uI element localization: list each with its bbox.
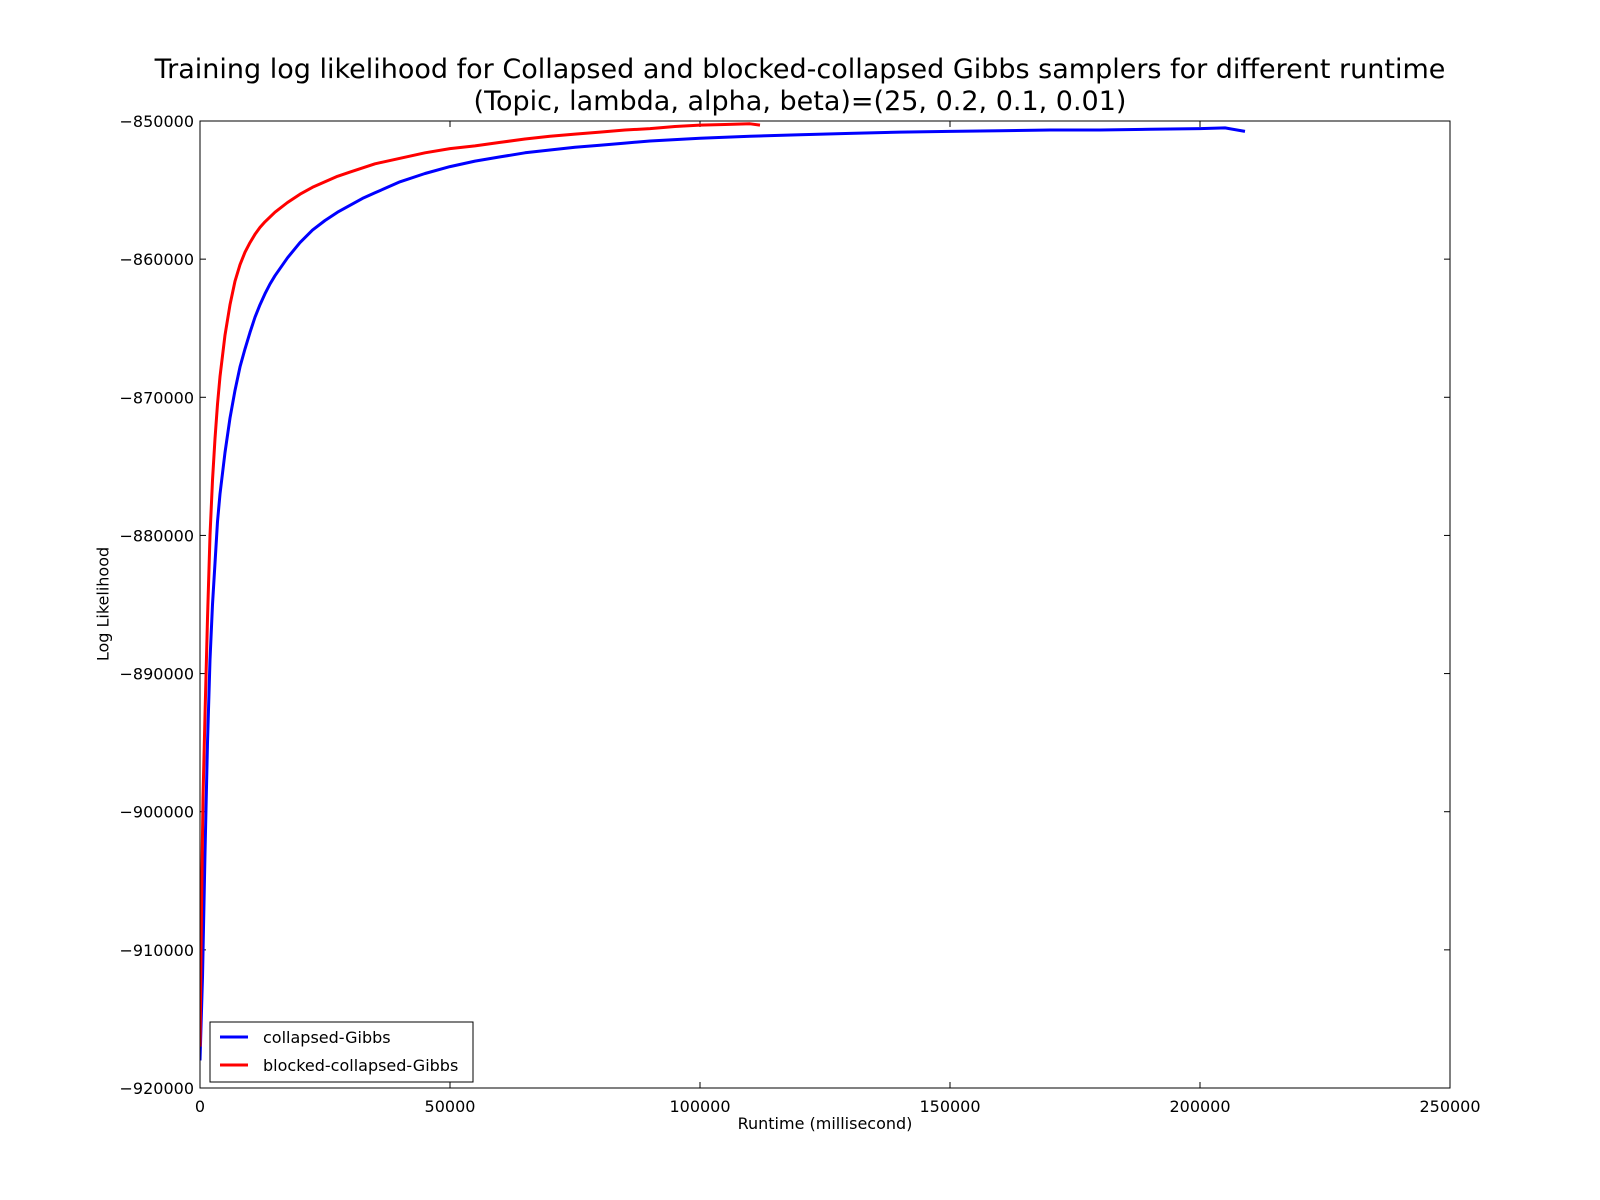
y-tick-label: −920000 — [120, 1079, 194, 1098]
y-tick-label: −910000 — [120, 941, 194, 960]
chart-title: Training log likelihood for Collapsed an… — [154, 54, 1446, 85]
x-tick-label: 0 — [195, 1097, 205, 1116]
legend-label: collapsed-Gibbs — [263, 1028, 391, 1047]
x-axis-label: Runtime (millisecond) — [737, 1114, 913, 1133]
x-tick-label: 200000 — [1169, 1097, 1230, 1116]
y-axis-ticks: −850000 −860000 −870000 −880000 −890000 −9000… — [120, 112, 1450, 1098]
y-tick-label: −880000 — [120, 526, 194, 545]
series-line-collapsed-gibbs — [200, 126, 1246, 1061]
x-tick-label: 250000 — [1419, 1097, 1480, 1116]
legend-label: blocked-collapsed-Gibbs — [263, 1056, 458, 1075]
y-tick-label: −890000 — [120, 665, 194, 684]
x-tick-label: 50000 — [425, 1097, 476, 1116]
x-tick-label: 150000 — [919, 1097, 980, 1116]
plot-frame — [199, 120, 1451, 1089]
y-axis-label: Log Likelihood — [93, 546, 113, 662]
y-tick-label: −860000 — [120, 250, 194, 269]
series-line-blocked-collapsed-gibbs — [200, 122, 761, 1047]
y-tick-label: −870000 — [120, 388, 194, 407]
legend-box — [209, 1021, 474, 1083]
y-tick-label: −850000 — [120, 112, 194, 131]
series-layer — [200, 122, 1246, 1061]
y-tick-label: −900000 — [120, 803, 194, 822]
legend: collapsed-Gibbs blocked-collapsed-Gibbs — [209, 1021, 474, 1083]
x-axis-ticks: 0 50000 100000 150000 200000 250000 — [195, 121, 1481, 1116]
x-tick-label: 100000 — [669, 1097, 730, 1116]
chart-subtitle: (Topic, lambda, alpha, beta)=(25, 0.2, 0… — [473, 86, 1127, 117]
